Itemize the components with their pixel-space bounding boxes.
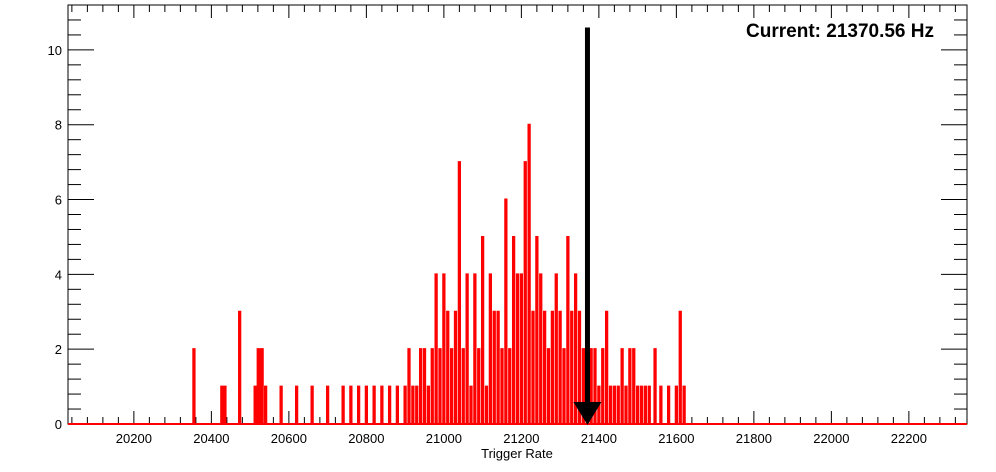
x-tick-label: 20800 — [348, 431, 384, 446]
x-tick-label: 20200 — [116, 431, 152, 446]
x-axis-title: Trigger Rate — [481, 446, 553, 461]
current-rate-label: Current: 21370.56 Hz — [746, 21, 934, 42]
y-tick-label: 2 — [55, 342, 62, 357]
x-tick-label: 21600 — [658, 431, 694, 446]
x-tick-label: 21800 — [736, 431, 772, 446]
x-tick-label: 22000 — [813, 431, 849, 446]
y-tick-label: 6 — [55, 193, 62, 208]
y-tick-label: 0 — [55, 417, 62, 432]
y-tick-label: 8 — [55, 118, 62, 133]
x-tick-label: 20600 — [271, 431, 307, 446]
y-tick-label: 10 — [48, 43, 62, 58]
y-tick-label: 4 — [55, 267, 62, 282]
histogram-outline — [68, 123, 967, 425]
x-tick-labels: 20200 20400 20600 20800 21000 21200 21400 21600… — [116, 431, 927, 446]
current-rate-marker-arrowhead — [573, 402, 602, 425]
x-tick-label: 22200 — [891, 431, 927, 446]
y-tick-labels: 0 2 4 6 8 10 — [48, 43, 62, 432]
x-tick-label: 21200 — [503, 431, 539, 446]
x-tick-label: 20400 — [193, 431, 229, 446]
x-tick-label: 21000 — [426, 431, 462, 446]
x-tick-label: 21400 — [581, 431, 617, 446]
